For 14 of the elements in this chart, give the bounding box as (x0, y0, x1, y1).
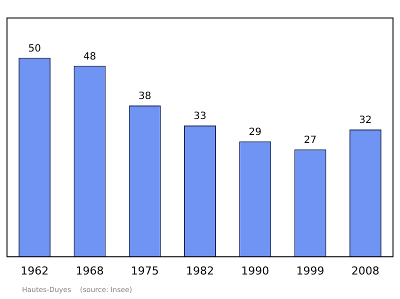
x-tick-label: 1975 (130, 264, 159, 278)
x-tick-label: 1999 (296, 264, 324, 278)
data-label: 38 (138, 91, 152, 102)
data-label: 50 (28, 43, 41, 54)
data-label: 32 (359, 115, 372, 126)
data-label: 48 (83, 51, 96, 62)
data-label: 27 (304, 134, 317, 146)
x-tick-label: 1982 (186, 264, 214, 278)
x-tick-label: 1962 (20, 264, 49, 278)
x-tick-label: 1990 (241, 264, 270, 278)
x-tick-label: 1968 (76, 264, 104, 278)
x-tick-label: 2008 (351, 264, 380, 278)
data-label: 29 (248, 126, 262, 138)
data-label: 33 (194, 111, 206, 122)
